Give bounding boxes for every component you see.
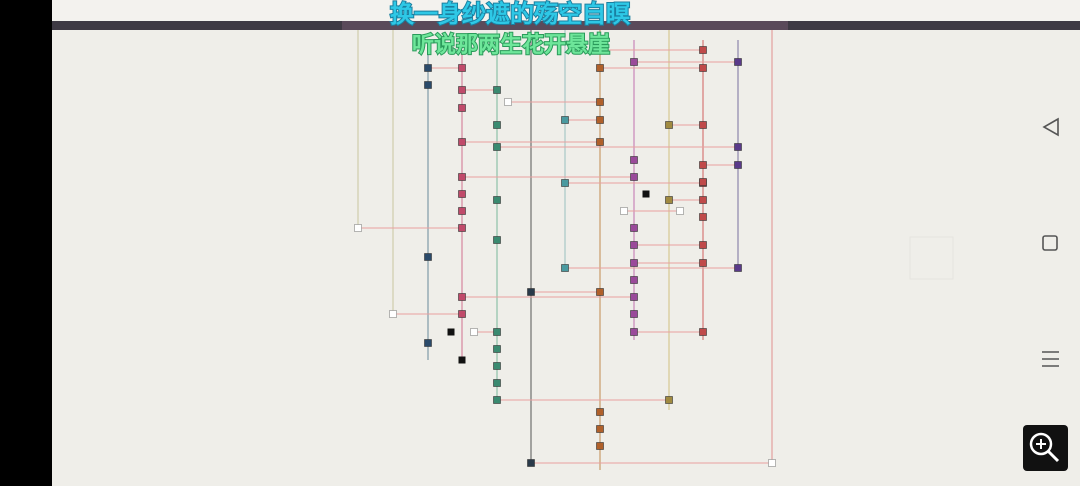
menu-button[interactable]	[1042, 351, 1059, 367]
story-node[interactable]	[699, 178, 707, 186]
story-node[interactable]	[665, 396, 673, 404]
story-node[interactable]	[630, 293, 638, 301]
home-button[interactable]	[1042, 235, 1058, 251]
story-node[interactable]	[630, 224, 638, 232]
story-node[interactable]	[458, 138, 466, 146]
story-node[interactable]	[734, 264, 742, 272]
story-node[interactable]	[630, 173, 638, 181]
story-node[interactable]	[493, 328, 501, 336]
story-node[interactable]	[470, 328, 478, 336]
story-node[interactable]	[630, 310, 638, 318]
story-node[interactable]	[699, 46, 707, 54]
story-node[interactable]	[458, 293, 466, 301]
back-button[interactable]	[1042, 117, 1059, 137]
story-node[interactable]	[768, 459, 776, 467]
story-node[interactable]	[493, 196, 501, 204]
status-area	[52, 0, 1080, 21]
story-node[interactable]	[620, 207, 628, 215]
story-node[interactable]	[596, 288, 604, 296]
story-node[interactable]	[424, 339, 432, 347]
story-node[interactable]	[424, 253, 432, 261]
story-node[interactable]	[458, 173, 466, 181]
story-node[interactable]	[665, 196, 673, 204]
story-node[interactable]	[734, 58, 742, 66]
lyric-bottom: 听说那两生花开悬崖	[412, 32, 610, 58]
story-node[interactable]	[596, 442, 604, 450]
story-node[interactable]	[493, 379, 501, 387]
story-node[interactable]	[561, 116, 569, 124]
story-node[interactable]	[458, 207, 466, 215]
zoom-button[interactable]	[1023, 425, 1068, 471]
story-node[interactable]	[493, 345, 501, 353]
story-node[interactable]	[630, 241, 638, 249]
story-node[interactable]	[458, 224, 466, 232]
story-node[interactable]	[493, 362, 501, 370]
tab-strip[interactable]	[342, 21, 788, 30]
story-node[interactable]	[596, 138, 604, 146]
story-node[interactable]	[596, 98, 604, 106]
story-node[interactable]	[354, 224, 362, 232]
ghost-box	[909, 236, 954, 280]
story-node[interactable]	[699, 328, 707, 336]
story-node[interactable]	[561, 179, 569, 187]
story-node[interactable]	[699, 259, 707, 267]
story-node[interactable]	[493, 396, 501, 404]
story-node[interactable]	[424, 64, 432, 72]
story-node[interactable]	[458, 64, 466, 72]
story-node[interactable]	[676, 207, 684, 215]
lyric-top: 换一身纱遮的殇空自瞑	[390, 0, 630, 28]
story-node[interactable]	[630, 58, 638, 66]
story-node[interactable]	[458, 310, 466, 318]
story-node[interactable]	[493, 236, 501, 244]
story-node[interactable]	[596, 116, 604, 124]
story-node[interactable]	[665, 121, 673, 129]
story-node[interactable]	[596, 425, 604, 433]
story-node[interactable]	[734, 161, 742, 169]
story-node[interactable]	[630, 259, 638, 267]
story-node[interactable]	[447, 328, 455, 336]
story-node[interactable]	[596, 64, 604, 72]
story-node[interactable]	[493, 143, 501, 151]
story-node[interactable]	[699, 213, 707, 221]
story-node[interactable]	[630, 156, 638, 164]
story-node[interactable]	[458, 190, 466, 198]
story-node[interactable]	[699, 161, 707, 169]
story-node[interactable]	[596, 408, 604, 416]
story-node[interactable]	[561, 264, 569, 272]
story-node[interactable]	[699, 196, 707, 204]
story-node[interactable]	[630, 276, 638, 284]
story-node[interactable]	[630, 328, 638, 336]
canvas-background	[52, 0, 1080, 486]
story-node[interactable]	[458, 104, 466, 112]
story-node[interactable]	[642, 190, 650, 198]
story-node[interactable]	[734, 143, 742, 151]
story-node[interactable]	[699, 121, 707, 129]
story-node[interactable]	[458, 356, 466, 364]
story-node[interactable]	[493, 86, 501, 94]
story-node[interactable]	[596, 46, 604, 54]
story-node[interactable]	[493, 121, 501, 129]
story-node[interactable]	[527, 459, 535, 467]
story-graph	[354, 30, 776, 470]
story-node[interactable]	[699, 241, 707, 249]
story-node[interactable]	[699, 64, 707, 72]
story-node[interactable]	[389, 310, 397, 318]
story-node[interactable]	[458, 86, 466, 94]
story-node[interactable]	[527, 288, 535, 296]
story-node[interactable]	[424, 81, 432, 89]
story-node[interactable]	[504, 98, 512, 106]
